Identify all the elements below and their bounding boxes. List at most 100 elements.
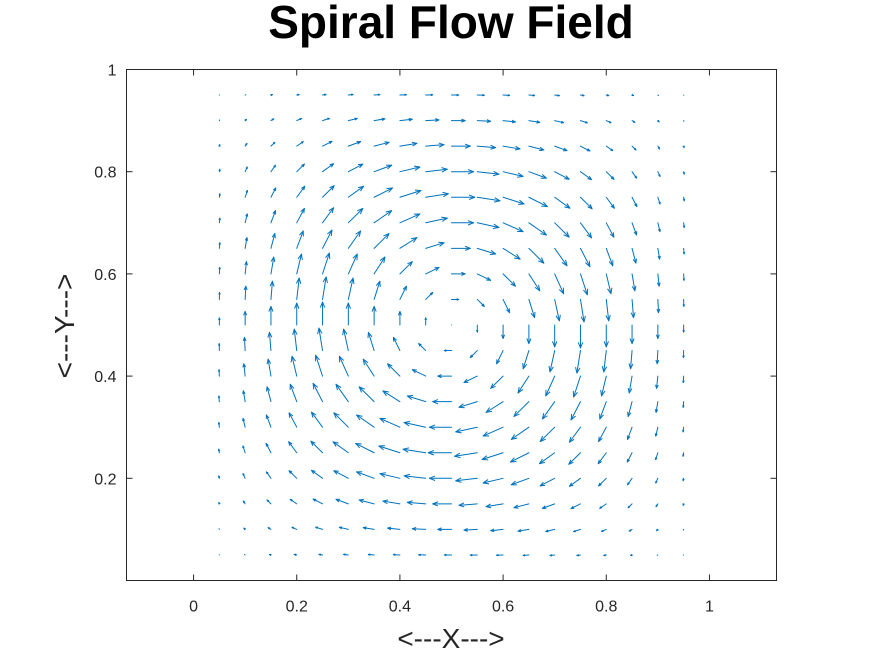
quiver-arrow xyxy=(244,261,248,275)
quiver-arrow xyxy=(655,503,659,508)
quiver-arrow xyxy=(293,553,298,556)
quiver-arrow xyxy=(296,230,304,249)
quiver-arrow xyxy=(294,302,300,326)
y-tick-label: 0.8 xyxy=(94,165,116,182)
quiver-arrow xyxy=(631,145,637,151)
quiver-arrow xyxy=(267,331,273,352)
quiver-arrow xyxy=(242,445,246,454)
quiver-arrow xyxy=(655,375,659,389)
quiver-arrow xyxy=(399,237,418,249)
quiver-arrow xyxy=(399,93,407,97)
quiver-arrow xyxy=(654,452,659,461)
quiver-arrow xyxy=(314,354,324,377)
quiver-arrow xyxy=(502,119,516,124)
quiver-arrow xyxy=(600,375,607,397)
quiver-arrow xyxy=(244,166,248,173)
quiver-arrow xyxy=(218,217,221,224)
quiver-arrow xyxy=(522,350,530,370)
quiver-arrow xyxy=(655,477,659,484)
quiver-arrow xyxy=(355,442,375,454)
quiver-arrow xyxy=(570,503,581,510)
quiver-arrow xyxy=(568,477,581,487)
quiver-arrow xyxy=(217,369,221,377)
quiver-arrow xyxy=(379,472,401,479)
quiver-arrow xyxy=(455,426,478,434)
quiver-arrow xyxy=(269,280,275,300)
quiver-arrow xyxy=(347,277,355,300)
quiver-arrow xyxy=(322,252,331,275)
quiver-arrow xyxy=(356,414,375,428)
quiver-arrow xyxy=(218,501,221,505)
quiver-arrow xyxy=(403,473,427,480)
quiver-arrow xyxy=(549,554,556,557)
quiver-arrow xyxy=(425,266,440,275)
quiver-arrow xyxy=(605,247,614,267)
quiver-arrow xyxy=(288,441,298,454)
quiver-arrow xyxy=(528,94,536,97)
quiver-arrow xyxy=(502,94,511,97)
quiver-arrow xyxy=(382,499,401,505)
quiver-arrow xyxy=(371,305,377,326)
quiver-arrow xyxy=(579,298,586,323)
quiver-arrow xyxy=(657,145,661,150)
quiver-arrow xyxy=(382,390,401,403)
quiver-arrow xyxy=(579,145,591,152)
quiver-arrow xyxy=(392,553,401,556)
quiver-arrow xyxy=(510,477,530,486)
quiver-arrow xyxy=(296,207,305,224)
quiver-arrow xyxy=(631,93,635,97)
quiver-arrow xyxy=(476,222,500,229)
quiver-arrow xyxy=(347,253,358,275)
quiver-arrow xyxy=(657,196,661,205)
quiver-arrow xyxy=(270,164,276,173)
quiver-arrow xyxy=(242,500,246,505)
quiver-arrow xyxy=(265,414,272,428)
quiver-arrow xyxy=(356,471,375,479)
quiver-arrow xyxy=(288,412,298,428)
quiver-arrow xyxy=(399,189,422,198)
quiver-arrow xyxy=(425,118,440,123)
quiver-arrow xyxy=(292,328,298,352)
quiver-arrow xyxy=(528,273,541,292)
x-tick-label: 1 xyxy=(705,599,714,616)
quiver-arrow xyxy=(379,417,401,428)
quiver-arrow xyxy=(682,298,686,307)
quiver-arrow xyxy=(631,120,636,123)
quiver-arrow xyxy=(392,336,401,352)
quiver-arrow xyxy=(476,247,497,255)
quiver-arrow xyxy=(437,374,452,379)
quiver-arrow xyxy=(406,500,427,506)
quiver-arrow xyxy=(603,324,609,348)
quiver-arrow xyxy=(333,470,349,479)
quiver-arrow xyxy=(579,247,591,268)
quiver-arrow xyxy=(322,93,327,96)
quiver-arrow xyxy=(654,401,659,413)
quiver-arrow xyxy=(312,382,324,403)
quiver-arrow xyxy=(451,169,475,175)
quiver-arrow xyxy=(526,324,532,345)
quiver-arrow xyxy=(482,477,504,485)
quiver-arrow xyxy=(502,273,516,287)
quiver-arrow xyxy=(437,527,452,532)
quiver-arrow xyxy=(605,222,615,238)
quiver-arrow xyxy=(630,553,633,557)
quiver-arrow xyxy=(402,447,427,454)
quiver-arrow xyxy=(403,421,427,428)
quiver-arrow xyxy=(218,168,221,173)
chart-title: Spiral Flow Field xyxy=(268,0,633,48)
quiver-arrow xyxy=(502,298,511,314)
quiver-arrow xyxy=(244,142,248,147)
quiver-arrow xyxy=(411,369,427,377)
quiver-arrow xyxy=(575,350,581,374)
quiver-arrow xyxy=(347,230,362,249)
quiver-arrow xyxy=(335,498,349,505)
quiver-arrow xyxy=(322,229,333,249)
quiver-arrow xyxy=(373,141,390,147)
quiver-arrow xyxy=(451,245,471,251)
quiver-arrow xyxy=(458,401,478,409)
quiver-arrow xyxy=(513,503,530,509)
quiver-arrow xyxy=(573,528,581,533)
quiver-arrow xyxy=(291,526,298,530)
quiver-arrow xyxy=(485,503,504,509)
quiver-arrow xyxy=(463,375,478,384)
